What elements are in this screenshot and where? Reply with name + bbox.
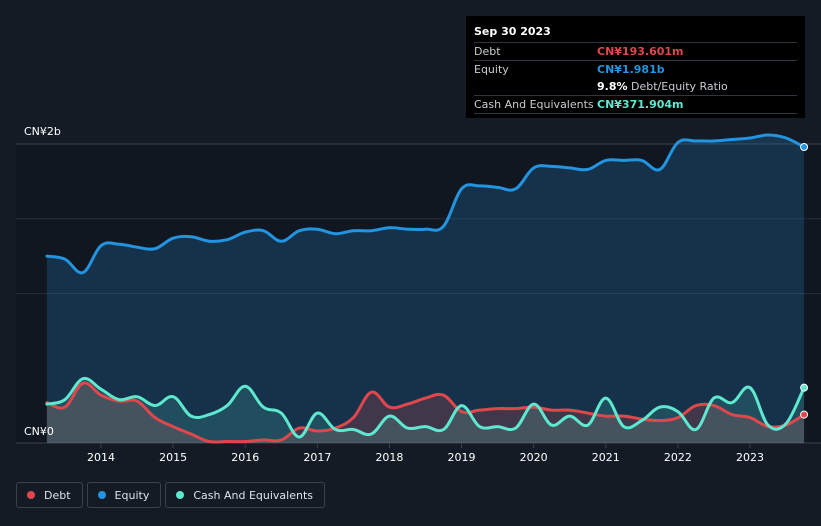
x-tick-label: 2015 xyxy=(159,451,187,464)
equity-area xyxy=(46,135,805,443)
tooltip-ratio-label: Debt/Equity Ratio xyxy=(631,80,728,93)
series-end-markers xyxy=(800,142,809,419)
cash-line xyxy=(45,376,806,439)
debt-area xyxy=(46,382,805,443)
chart-legend: Debt Equity Cash And Equivalents xyxy=(16,482,325,508)
x-tick-label: 2017 xyxy=(303,451,331,464)
equity-dot-icon xyxy=(97,491,106,499)
cash-dot-icon xyxy=(176,491,185,499)
y-tick-label: CN¥0 xyxy=(24,425,54,438)
tooltip-row-equity: Equity CN¥1.981b xyxy=(474,61,797,78)
legend-cash-label: Cash And Equivalents xyxy=(193,488,313,502)
tooltip-equity-label: Equity xyxy=(474,63,509,76)
x-tick-label: 2019 xyxy=(448,451,476,464)
tooltip-date: Sep 30 2023 xyxy=(474,22,797,43)
series-lines xyxy=(45,133,806,444)
debt-end-marker xyxy=(800,410,809,419)
x-axis-ticks: 2014 2015 2016 2017 2018 2019 2020 2021 2022 2023 xyxy=(87,443,764,464)
legend-debt-label: Debt xyxy=(44,488,71,502)
legend-item-cash[interactable]: Cash And Equivalents xyxy=(165,482,325,508)
legend-item-debt[interactable]: Debt xyxy=(16,482,83,508)
tooltip-row-cash: Cash And Equivalents CN¥371.904m xyxy=(474,96,797,114)
legend-equity-label: Equity xyxy=(114,488,150,502)
legend-item-equity[interactable]: Equity xyxy=(86,482,162,508)
debt-dot-icon xyxy=(27,491,35,499)
cash-end-marker xyxy=(800,383,809,392)
tooltip-debt-value: CN¥193.601m xyxy=(597,45,684,58)
tooltip-row-ratio: 9.8% Debt/Equity Ratio xyxy=(474,78,797,96)
x-tick-label: 2020 xyxy=(520,451,548,464)
tooltip-ratio: 9.8% Debt/Equity Ratio xyxy=(597,78,728,95)
debt-line xyxy=(45,381,806,444)
tooltip-cash-value: CN¥371.904m xyxy=(597,98,684,111)
equity-line xyxy=(45,133,806,275)
x-tick-label: 2021 xyxy=(592,451,620,464)
y-axis-ticks: CN¥0 CN¥2b xyxy=(24,125,61,438)
x-tick-label: 2022 xyxy=(664,451,692,464)
grid-lines xyxy=(16,143,821,444)
tooltip-ratio-value: 9.8% xyxy=(597,80,628,93)
tooltip-ratio-spacer xyxy=(474,78,597,95)
tooltip-debt-label: Debt xyxy=(474,45,501,58)
hover-tooltip: Sep 30 2023 Debt CN¥193.601m Equity CN¥1… xyxy=(466,16,805,118)
tooltip-equity-value: CN¥1.981b xyxy=(597,63,665,76)
tooltip-row-debt: Debt CN¥193.601m xyxy=(474,43,797,61)
y-tick-label: CN¥2b xyxy=(24,125,61,138)
x-tick-label: 2018 xyxy=(375,451,403,464)
x-tick-label: 2023 xyxy=(736,451,764,464)
x-tick-label: 2014 xyxy=(87,451,115,464)
tooltip-cash-label: Cash And Equivalents xyxy=(474,98,594,111)
equity-end-marker xyxy=(800,142,809,151)
x-tick-label: 2016 xyxy=(231,451,259,464)
